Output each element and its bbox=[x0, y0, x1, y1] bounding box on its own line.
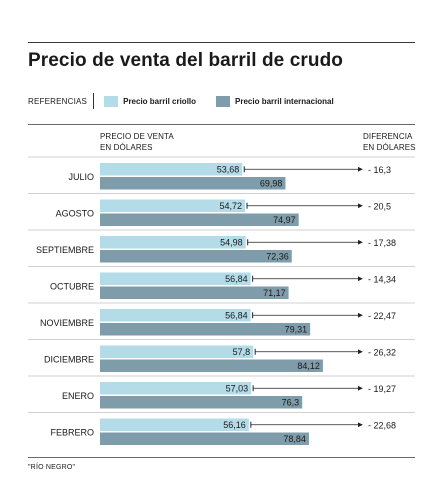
legend-label: REFERENCIAS bbox=[28, 96, 88, 106]
value-label-criollo: 57,03 bbox=[226, 384, 249, 394]
legend-swatch-internacional bbox=[216, 95, 231, 107]
value-label-criollo: 56,84 bbox=[225, 274, 248, 284]
legend-swatch-criollo bbox=[104, 95, 119, 107]
bar-internacional bbox=[100, 286, 289, 299]
bar-internacional bbox=[100, 359, 323, 372]
value-label-internacional: 72,36 bbox=[266, 252, 289, 262]
value-label-internacional: 71,17 bbox=[263, 288, 286, 298]
value-label-criollo: 54,98 bbox=[220, 238, 243, 248]
source-credit: "RÍO NEGRO" bbox=[28, 464, 76, 471]
value-label-criollo: 56,84 bbox=[225, 311, 248, 321]
price-header: PRECIO DE VENTA EN DÓLARES bbox=[100, 131, 220, 153]
bar-criollo bbox=[100, 272, 251, 285]
legend-item-internacional: Precio barril internacional bbox=[216, 95, 334, 107]
bar-internacional bbox=[100, 396, 303, 409]
category-label: NOVIEMBRE bbox=[40, 318, 94, 328]
value-label-criollo: 53,68 bbox=[217, 165, 240, 175]
bar-criollo bbox=[100, 199, 246, 212]
legend-text-internacional: Precio barril internacional bbox=[235, 96, 334, 106]
bar-internacional bbox=[100, 213, 299, 226]
value-label-criollo: 57,8 bbox=[233, 347, 251, 357]
value-label-internacional: 78,84 bbox=[283, 434, 306, 444]
price-header-line-2: EN DÓLARES bbox=[100, 143, 153, 152]
header-rule bbox=[28, 124, 415, 125]
price-header-line-1: PRECIO DE VENTA bbox=[100, 132, 174, 141]
difference-label: - 26,32 bbox=[368, 347, 396, 357]
difference-label: - 19,27 bbox=[368, 384, 396, 394]
value-label-criollo: 54,72 bbox=[219, 201, 242, 211]
difference-label: - 16,3 bbox=[368, 165, 391, 175]
value-label-internacional: 74,97 bbox=[273, 215, 296, 225]
difference-label: - 22,47 bbox=[368, 311, 396, 321]
difference-label: - 22,68 bbox=[368, 420, 396, 430]
category-label: AGOSTO bbox=[56, 208, 94, 218]
legend-text-criollo: Precio barril criollo bbox=[123, 96, 197, 106]
bar-internacional bbox=[100, 323, 311, 336]
value-label-internacional: 76,3 bbox=[282, 398, 300, 408]
difference-label: - 17,38 bbox=[368, 238, 396, 248]
bar-criollo bbox=[100, 382, 252, 395]
difference-header-line-2: EN DÓLARES bbox=[363, 143, 416, 152]
legend-item-criollo: Precio barril criollo bbox=[104, 95, 197, 107]
category-label: OCTUBRE bbox=[50, 281, 94, 291]
value-label-internacional: 79,31 bbox=[285, 325, 308, 335]
difference-label: - 20,5 bbox=[368, 201, 391, 211]
difference-header-line-1: DIFERENCIA bbox=[363, 132, 413, 141]
legend-separator bbox=[93, 93, 95, 109]
value-label-internacional: 69,98 bbox=[260, 179, 283, 189]
top-rule bbox=[28, 42, 415, 43]
bar-criollo bbox=[100, 418, 249, 431]
bar-criollo bbox=[100, 163, 243, 176]
value-label-internacional: 84,12 bbox=[297, 361, 320, 371]
category-label: FEBRERO bbox=[50, 427, 94, 437]
value-label-criollo: 56,16 bbox=[223, 420, 246, 430]
bottom-rule bbox=[28, 457, 415, 458]
bar-internacional bbox=[100, 177, 286, 190]
category-label: JULIO bbox=[68, 172, 94, 182]
chart-title: Precio de venta del barril de crudo bbox=[28, 50, 343, 71]
legend: REFERENCIAS Precio barril criollo Precio… bbox=[28, 92, 354, 110]
category-label: SEPTIEMBRE bbox=[36, 245, 94, 255]
category-label: ENERO bbox=[62, 391, 94, 401]
bar-internacional bbox=[100, 432, 309, 445]
bar-internacional bbox=[100, 250, 292, 263]
bar-criollo bbox=[100, 309, 251, 322]
difference-label: - 14,34 bbox=[368, 274, 396, 284]
difference-header: DIFERENCIA EN DÓLARES bbox=[363, 131, 433, 153]
bar-criollo bbox=[100, 345, 254, 358]
category-label: DICIEMBRE bbox=[44, 354, 94, 364]
bar-criollo bbox=[100, 236, 246, 249]
